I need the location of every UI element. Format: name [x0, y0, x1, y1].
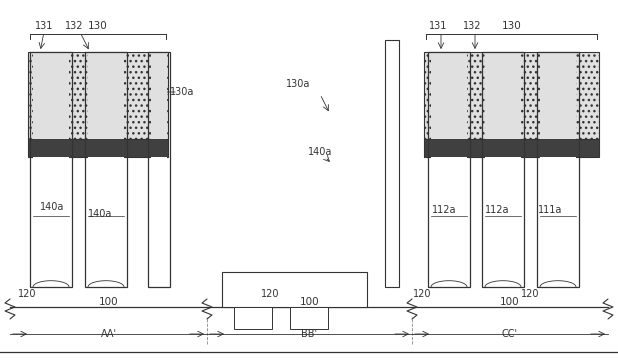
Text: 130a: 130a — [286, 79, 310, 89]
Text: 130: 130 — [502, 21, 522, 31]
Text: 132: 132 — [463, 21, 481, 31]
Text: 100: 100 — [99, 297, 118, 307]
Bar — [151, 139, 167, 157]
Bar — [33, 157, 69, 287]
Bar — [85, 52, 127, 287]
Bar — [33, 139, 69, 157]
Text: 120: 120 — [18, 289, 36, 299]
Text: 112a: 112a — [485, 205, 509, 215]
Bar — [431, 139, 467, 157]
Bar — [151, 52, 167, 139]
Bar — [431, 52, 467, 139]
Text: 112a: 112a — [432, 205, 456, 215]
Bar — [234, 307, 272, 329]
Bar — [290, 307, 328, 329]
Bar — [151, 157, 167, 287]
Bar — [385, 40, 399, 287]
Bar — [482, 52, 524, 287]
Bar — [540, 52, 576, 139]
Bar — [540, 157, 576, 287]
Bar — [485, 139, 521, 157]
Text: 140a: 140a — [88, 209, 112, 219]
Text: 131: 131 — [35, 21, 53, 31]
Text: 131: 131 — [429, 21, 447, 31]
Text: 140a: 140a — [40, 202, 64, 212]
Text: BB': BB' — [302, 329, 318, 339]
Bar — [88, 157, 124, 287]
Bar — [88, 52, 124, 139]
Bar — [148, 52, 170, 287]
Text: 100: 100 — [500, 297, 520, 307]
Bar — [431, 157, 467, 287]
Text: 100: 100 — [300, 297, 320, 307]
Text: 120: 120 — [413, 289, 431, 299]
Bar — [33, 52, 69, 139]
Text: 132: 132 — [65, 21, 83, 31]
Bar — [88, 139, 124, 157]
Bar — [424, 52, 599, 139]
Text: 130: 130 — [88, 21, 108, 31]
Bar — [28, 139, 168, 157]
Bar — [485, 52, 521, 139]
Bar — [30, 52, 72, 287]
Text: AA': AA' — [101, 329, 117, 339]
Bar — [485, 157, 521, 287]
Bar — [424, 139, 599, 157]
Bar — [222, 272, 367, 307]
Text: 111a: 111a — [538, 205, 562, 215]
Text: 120: 120 — [521, 289, 540, 299]
Bar — [428, 52, 470, 287]
Bar — [28, 52, 168, 139]
Text: CC': CC' — [502, 329, 518, 339]
Text: 130a: 130a — [170, 87, 194, 97]
Text: 120: 120 — [261, 289, 279, 299]
Text: 140a: 140a — [308, 147, 332, 157]
Bar — [540, 139, 576, 157]
Bar — [537, 52, 579, 287]
